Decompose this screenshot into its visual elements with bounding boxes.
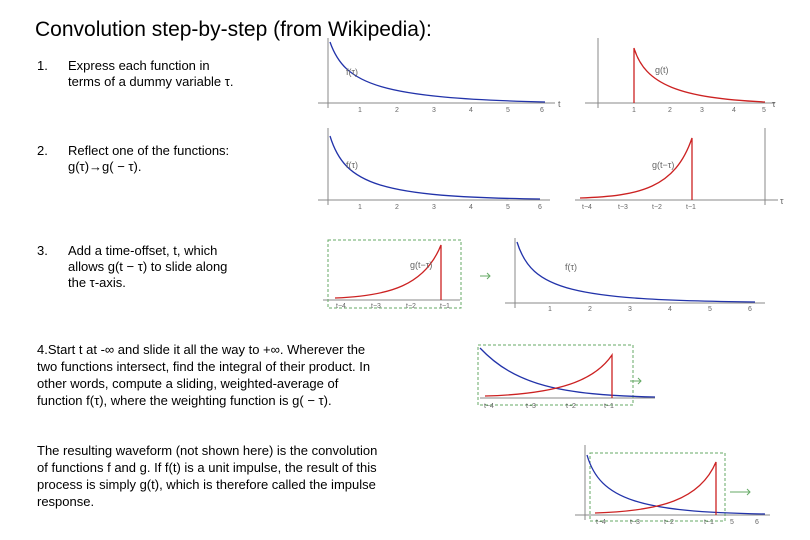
p1-curve-label: f(τ) [346,67,358,77]
p7-tick: t−3 [526,403,536,410]
step-3-number: 3. [37,243,48,258]
p8-tick: t−4 [596,519,606,526]
p5-curve-label: g(t−τ) [410,260,432,270]
step-1-line-2: terms of a dummy variable τ. [68,74,234,89]
step-4-line-4: function f(τ), where the weighting funct… [37,393,332,408]
p6-tick: 5 [708,306,712,313]
step-2-line-2: g(τ)→g( − τ). [68,159,142,174]
p2-tick: 4 [732,107,736,114]
step-1-number: 1. [37,58,48,73]
p6-tick: 2 [588,306,592,313]
p4-tick: t−2 [652,204,662,211]
p7-tick: t−1 [604,403,614,410]
p5-tick: t−4 [336,303,346,310]
p8-tick: 5 [730,519,734,526]
p4-tick: t−3 [618,204,628,211]
p2-axis-label: τ [772,99,776,109]
p8-tick: 6 [755,519,759,526]
p5-tick: t−2 [406,303,416,310]
p7-tick: t−2 [566,403,576,410]
p1-axis-label: t [558,99,561,109]
p2-tick: 3 [700,107,704,114]
p3-tick: 6 [538,204,542,211]
result-line-2: of functions f and g. If f(t) is a unit … [37,460,377,475]
p8-tick: t−3 [630,519,640,526]
step-3-line-1: Add a time-offset, t, which [68,243,218,258]
p4-axis-label: τ [780,196,784,206]
step-1-line-1: Express each function in [68,58,210,73]
p6-tick: 1 [548,306,552,313]
p4-tick: t−1 [686,204,696,211]
p3-tick: 3 [432,204,436,211]
p5-tick: t−1 [440,303,450,310]
p1-tick: 5 [506,107,510,114]
p1-tick: 1 [358,107,362,114]
p6-tick: 3 [628,306,632,313]
p2-curve-label: g(t) [655,65,669,75]
step-4-line-2: two functions intersect, find the integr… [37,359,371,374]
result-line-1: The resulting waveform (not shown here) … [37,443,378,458]
p3-tick: 1 [358,204,362,211]
p6-curve-label: f(τ) [565,262,577,272]
p2-tick: 5 [762,107,766,114]
p1-tick: 2 [395,107,399,114]
p5-tick: t−3 [371,303,381,310]
p8-tick: t−1 [704,519,714,526]
p3-tick: 2 [395,204,399,211]
result-line-3: process is simply g(t), which is therefo… [37,477,376,492]
p8-tick: t−2 [664,519,674,526]
p6-tick: 4 [668,306,672,313]
p2-tick: 1 [632,107,636,114]
step-3-line-3: the τ-axis. [68,275,126,290]
p1-tick: 4 [469,107,473,114]
p4-tick: t−4 [582,204,592,211]
p6-tick: 6 [748,306,752,313]
p3-curve-label: f(τ) [346,160,358,170]
step-2-line-1: Reflect one of the functions: [68,143,230,158]
step-2-number: 2. [37,143,48,158]
p1-tick: 3 [432,107,436,114]
step-4-line-3: other words, compute a sliding, weighted… [37,376,339,391]
step-3-line-2: allows g(t − τ) to slide along [68,259,228,274]
p3-tick: 4 [469,204,473,211]
result-line-4: response. [37,494,95,509]
step-4-line-1: 4.Start t at -∞ and slide it all the way… [37,342,366,357]
slide-title: Convolution step-by-step (from Wikipedia… [35,18,432,41]
p1-tick: 6 [540,107,544,114]
p3-tick: 5 [506,204,510,211]
p2-tick: 2 [668,107,672,114]
p7-tick: t−4 [484,403,494,410]
p4-curve-label: g(t−τ) [652,160,674,170]
